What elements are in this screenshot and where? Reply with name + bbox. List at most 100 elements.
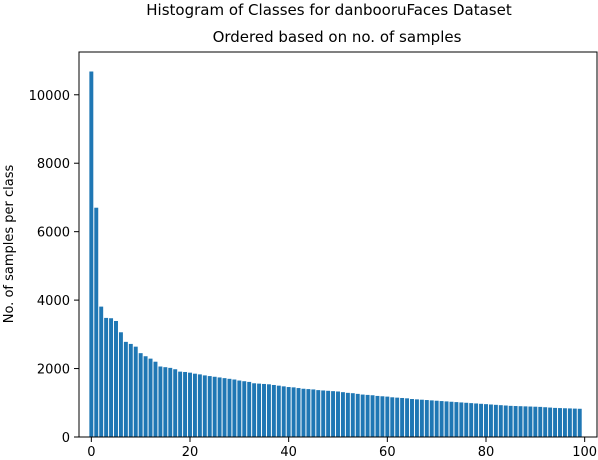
x-axis-ticks: 0 20 40 60 80 100 — [87, 437, 597, 460]
bar-class-46 — [316, 390, 321, 437]
bar-class-91 — [538, 406, 543, 437]
bar-class-90 — [533, 406, 538, 437]
bar-class-71 — [439, 401, 444, 437]
y-axis-label: No. of samples per class — [2, 165, 17, 324]
bar-class-87 — [518, 406, 523, 437]
bar-class-40 — [286, 387, 291, 437]
bar-class-69 — [429, 400, 434, 437]
bar-class-95 — [558, 408, 562, 437]
bar-class-52 — [345, 392, 350, 437]
bar-class-21 — [192, 373, 197, 437]
bar-class-23 — [202, 375, 207, 437]
bar-class-42 — [296, 388, 301, 437]
bar-class-80 — [484, 404, 488, 437]
bar-class-25 — [212, 376, 217, 437]
bar-class-66 — [414, 399, 419, 437]
bar-class-18 — [178, 371, 183, 437]
bar-class-64 — [405, 398, 410, 437]
chart-subtitle: Ordered based on no. of samples — [213, 28, 462, 46]
bar-class-51 — [340, 392, 345, 437]
bar-class-43 — [301, 388, 306, 437]
y-axis-ticks: 0 2000 4000 6000 8000 10000 — [29, 89, 79, 446]
bar-class-50 — [336, 391, 340, 437]
bar-class-14 — [158, 366, 163, 437]
bar-class-19 — [183, 371, 188, 437]
bar-class-22 — [197, 374, 202, 437]
x-tick-label: 0 — [87, 445, 95, 460]
bar-class-62 — [395, 397, 400, 437]
bar-class-17 — [173, 369, 178, 437]
x-tick-label: 20 — [182, 445, 199, 460]
bar-class-84 — [503, 405, 508, 437]
bar-class-89 — [528, 406, 533, 437]
y-tick-label: 0 — [62, 431, 70, 446]
bar-class-9 — [133, 346, 138, 437]
bar-class-56 — [365, 394, 370, 437]
bar-class-48 — [326, 390, 331, 437]
bar-class-20 — [188, 372, 192, 437]
bar-class-93 — [548, 407, 553, 437]
y-tick-label: 2000 — [37, 363, 70, 378]
bar-class-85 — [508, 405, 513, 437]
bar-class-59 — [380, 396, 385, 437]
bar-class-44 — [306, 389, 311, 437]
bar-class-5 — [114, 320, 118, 437]
bar-class-58 — [375, 395, 380, 437]
y-tick-label: 4000 — [37, 294, 70, 309]
bar-class-15 — [163, 367, 168, 437]
bar-class-88 — [523, 406, 528, 437]
bar-class-33 — [252, 383, 257, 437]
plot-frame — [78, 51, 598, 438]
bar-class-74 — [454, 402, 459, 437]
bar-class-55 — [360, 394, 365, 437]
bar-class-98 — [572, 408, 577, 437]
bar-class-1 — [94, 207, 99, 437]
bar-class-77 — [469, 403, 474, 437]
bar-class-78 — [474, 403, 479, 437]
bar-class-41 — [291, 387, 296, 437]
bar-class-34 — [257, 383, 262, 437]
bar-class-60 — [385, 396, 390, 437]
bar-class-92 — [543, 407, 548, 437]
bars-layer — [89, 71, 582, 438]
bar-class-65 — [410, 399, 414, 437]
bar-class-81 — [488, 404, 493, 437]
bar-class-68 — [424, 400, 429, 437]
bar-class-28 — [227, 378, 232, 437]
x-tick-label: 100 — [572, 445, 597, 460]
bar-class-7 — [123, 341, 128, 437]
bar-class-97 — [567, 408, 572, 437]
bar-class-49 — [331, 391, 336, 437]
bar-class-82 — [493, 404, 498, 437]
bar-class-39 — [281, 386, 286, 437]
bar-class-35 — [262, 383, 266, 437]
bar-class-99 — [577, 408, 582, 437]
bar-class-96 — [562, 408, 567, 437]
bar-class-24 — [207, 376, 212, 437]
bar-class-63 — [400, 397, 405, 437]
bar-class-30 — [237, 380, 242, 437]
bar-class-13 — [153, 361, 158, 437]
bar-class-94 — [553, 407, 558, 437]
bar-class-0 — [89, 71, 94, 438]
bar-class-10 — [138, 353, 143, 437]
y-tick-label: 6000 — [37, 226, 70, 241]
bar-class-54 — [355, 393, 360, 437]
bar-class-26 — [217, 377, 222, 437]
bar-class-38 — [276, 385, 281, 437]
bar-class-31 — [242, 381, 247, 437]
bar-class-29 — [232, 379, 237, 437]
bar-class-61 — [390, 397, 395, 437]
bar-class-72 — [444, 401, 449, 437]
x-tick-label: 60 — [379, 445, 396, 460]
bar-class-86 — [513, 406, 518, 437]
bar-class-67 — [419, 399, 424, 437]
bar-class-27 — [222, 378, 227, 437]
bar-class-32 — [247, 381, 252, 437]
bar-class-83 — [498, 405, 503, 437]
bar-class-3 — [104, 317, 109, 437]
bar-class-37 — [271, 384, 276, 437]
bar-class-79 — [479, 403, 484, 437]
bar-class-47 — [321, 390, 326, 437]
